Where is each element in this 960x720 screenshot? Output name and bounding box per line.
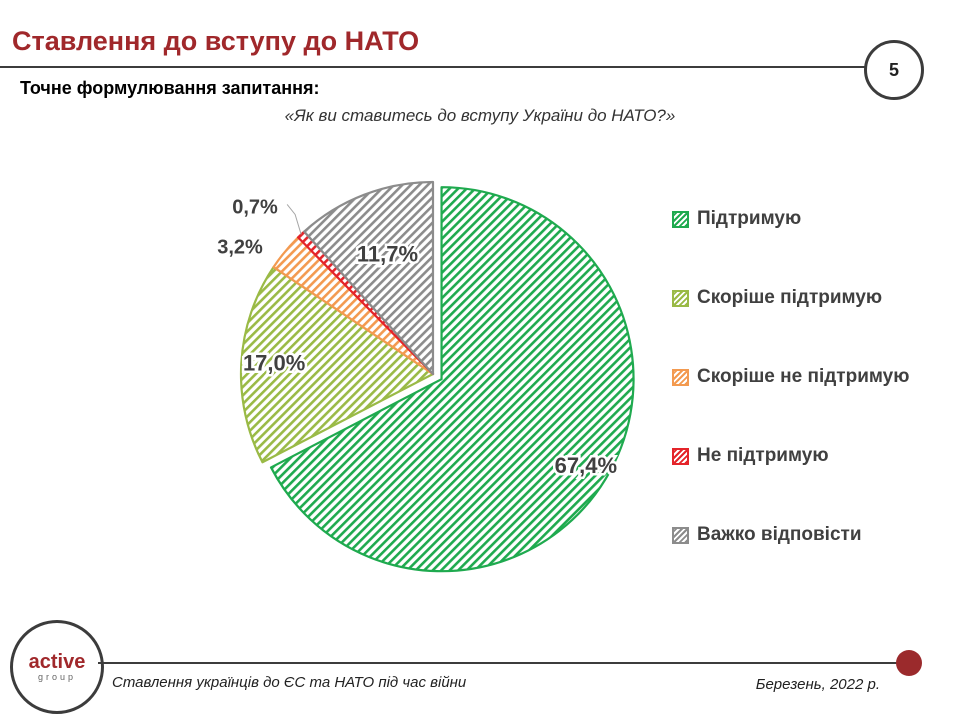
pie-slice-скоріше-підтримую xyxy=(239,265,435,464)
logo-text: active xyxy=(28,651,86,673)
question-label: Точне формулювання запитання: xyxy=(20,78,320,98)
legend-item-не-підтримую: Не підтримую xyxy=(672,445,829,467)
legend-label: Важко відповісти xyxy=(697,524,862,545)
legend-swatch-не-підтримую xyxy=(672,447,689,465)
value-label-важко-відповісти: 11,7% xyxy=(357,242,418,267)
legend-item-важко-відповісти: Важко відповісти xyxy=(672,524,862,546)
pie-value-labels: 67,4% 17,0% 3,2% 0,7% 11,7% xyxy=(215,194,620,481)
page-number-badge: 5 xyxy=(864,40,924,100)
legend-label: Не підтримую xyxy=(697,445,829,466)
pie-leader-lines xyxy=(286,204,302,235)
pie-slices xyxy=(239,180,635,573)
page-number: 5 xyxy=(888,59,899,80)
logo-subtext: group xyxy=(37,672,77,682)
footer-dot xyxy=(896,650,922,676)
active-group-logo: active group xyxy=(10,620,104,714)
legend-label: Підтримую xyxy=(697,208,802,229)
footer-date: Березень, 2022 р. xyxy=(755,676,880,693)
footer-divider xyxy=(98,662,898,664)
legend-item-скоріше-підтримую: Скоріше підтримую xyxy=(672,287,882,309)
legend-item-підтримую: Підтримую xyxy=(672,208,801,230)
legend-swatch-скоріше-не-підтримую xyxy=(672,368,689,386)
value-label-скоріше-не-підтримую: 3,2% xyxy=(217,236,263,258)
value-label-підтримую: 67,4% xyxy=(555,453,617,478)
header-divider xyxy=(0,66,866,68)
legend-item-скоріше-не-підтримую: Скоріше не підтримую xyxy=(672,366,909,388)
leader-line-не-підтримую xyxy=(286,204,302,235)
legend-swatch-підтримую xyxy=(672,210,689,228)
legend-label: Скоріше підтримую xyxy=(697,287,883,308)
footer-report-title: Ставлення українців до ЄС та НАТО під ча… xyxy=(112,674,467,691)
pie-slice-важко-відповісти xyxy=(303,180,435,376)
question-text: «Як ви ставитесь до вступу України до НА… xyxy=(284,106,676,125)
page-title: Ставлення до вступу до НАТО xyxy=(12,26,420,56)
value-label-скоріше-підтримую: 17,0% xyxy=(243,350,305,375)
value-label-не-підтримую: 0,7% xyxy=(232,196,278,218)
legend-swatch-важко-відповісти xyxy=(672,526,689,544)
pie-slice-підтримую xyxy=(269,186,635,573)
legend-swatch-скоріше-підтримую xyxy=(672,289,689,307)
legend-label: Скоріше не підтримую xyxy=(697,366,910,387)
